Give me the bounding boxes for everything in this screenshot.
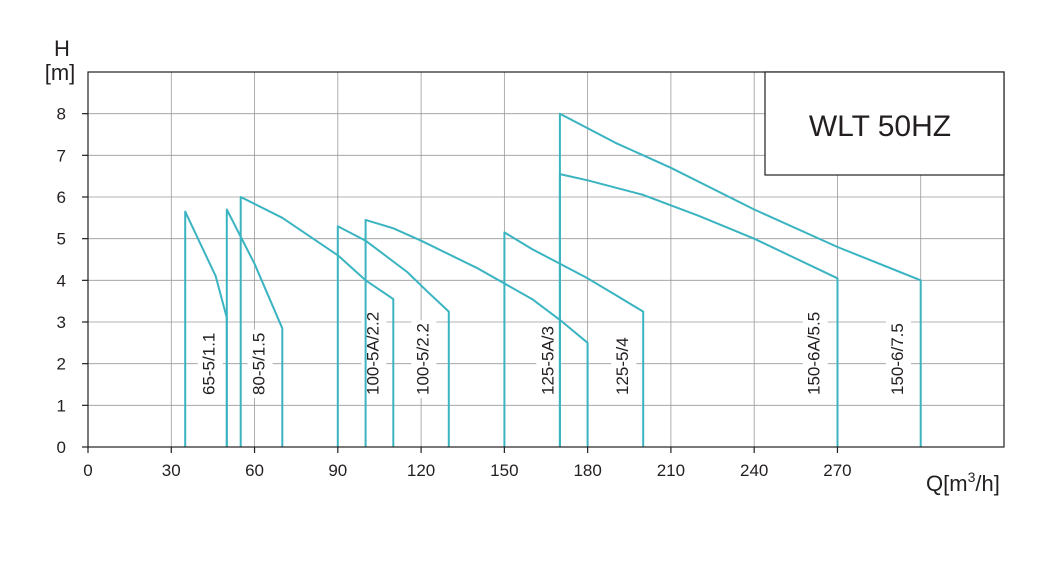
x-tick-label: 210 [657,461,685,480]
chart-title: WLT 50HZ [809,110,951,143]
pump-curve-line [558,112,922,447]
pump-curves: 65-5/1.1 80-5/1.5 100-5A/2.2 100-5/2.2 125-5… [184,112,922,447]
curve-label-background [886,320,912,398]
x-axis-label-prefix: Q[m [926,471,968,496]
y-tick-label: 0 [57,438,66,457]
x-axis-label-suffix: /h] [975,471,999,496]
curve-label: 150-6/7.5 [888,323,907,395]
x-tick-label: 120 [407,461,435,480]
title-box-frame [764,71,1005,176]
curve-label-background [411,320,437,398]
y-tick-label: 7 [57,146,66,165]
plot-frame [87,71,1005,448]
curve-label: 150-6A/5.5 [805,312,824,395]
x-tick-label: 30 [162,461,181,480]
curve-label-background [611,334,637,398]
plot-border [87,71,1005,448]
pump-curve-line [503,231,645,447]
x-tick-label: 60 [245,461,264,480]
y-tick-label: 6 [57,188,66,207]
x-axis-label-superscript: 3 [968,469,976,485]
x-tick-label: 150 [490,461,518,480]
y-tick-label: 4 [57,271,66,290]
curve-label-group: 80-5/1.5 [247,329,273,398]
y-tick-label: 8 [57,105,66,124]
y-tick-label: 1 [57,396,66,415]
y-axis-label: H [54,36,70,61]
x-tick-label: 0 [83,461,92,480]
pump-curve-line [336,225,450,447]
curve-label-group: 150-6/7.5 [886,320,912,398]
curve-label-group: 100-5/2.2 [411,320,437,398]
x-tick-label: 240 [740,461,768,480]
pump-curve-line [558,173,839,447]
x-axis-label: Q[m3/h] [926,469,1000,496]
y-tick-label: 5 [57,230,66,249]
curve-label: 65-5/1.1 [200,333,219,395]
y-tick-label: 2 [57,355,66,374]
curve-label: 125-5/4 [613,337,632,395]
pump-curve-line [364,218,589,447]
curve-label-background [802,308,828,398]
curve-label: 100-5/2.2 [413,323,432,395]
y-axis-unit: [m] [45,60,76,85]
y-tick-label: 3 [57,313,66,332]
title-box: WLT 50HZ [764,71,1005,176]
pump-curve-line [225,208,284,447]
pump-curve-line [184,210,228,447]
tick-labels: 0 30 60 90 120 150 180 210 240 270 0 1 2 3 4 5 6 7 8 [57,105,852,480]
curve-label-background [247,329,273,398]
curve-label: 80-5/1.5 [250,333,269,395]
curve-label-group: 125-5A/3 [536,323,562,398]
curve-label-background [197,329,223,398]
x-tick-label: 180 [573,461,601,480]
curve-label-group: 125-5/4 [611,334,637,398]
curve-label: 125-5A/3 [538,326,557,395]
curve-label-group: 150-6A/5.5 [802,308,828,398]
curve-label: 100-5A/2.2 [363,312,382,395]
x-tick-label: 90 [328,461,347,480]
x-tick-label: 270 [823,461,851,480]
curve-label-background [536,323,562,398]
curve-label-group: 65-5/1.1 [197,329,223,398]
